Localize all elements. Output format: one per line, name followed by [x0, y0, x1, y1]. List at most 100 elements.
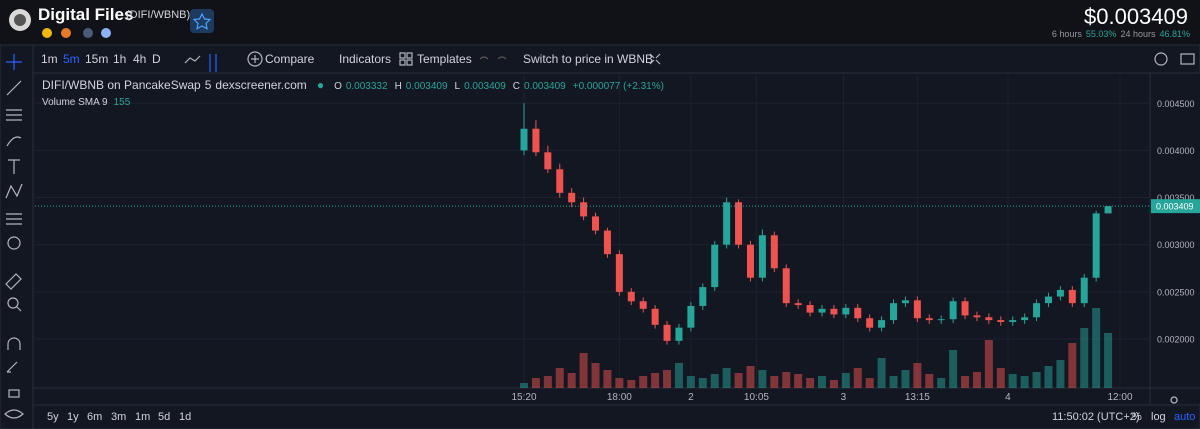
log-toggle[interactable]: log [1151, 411, 1166, 423]
candle-body [1092, 213, 1100, 278]
candle-body [580, 202, 588, 217]
templates-button[interactable]: Templates [417, 52, 472, 66]
interval[interactable]: 4h [133, 52, 147, 66]
volume-bar [877, 358, 886, 388]
volume-bar [579, 353, 588, 388]
candle-body [854, 307, 862, 319]
ohlc-key: H [394, 81, 402, 92]
interval[interactable]: 1h [113, 52, 127, 66]
volume-bar [758, 370, 767, 388]
token-name: Digital Files [38, 5, 134, 24]
volume-bar [710, 374, 719, 388]
volume-bar [639, 376, 648, 388]
candle-body [782, 268, 790, 304]
current-price-tag [1151, 199, 1200, 214]
volume-value: 155 [113, 97, 131, 108]
volume-bar [937, 378, 946, 388]
range[interactable]: 6m [87, 411, 103, 423]
y-tick-label: 0.003000 [1157, 240, 1195, 250]
candle-body [830, 308, 838, 315]
compare-button[interactable]: Compare [265, 52, 315, 66]
candle-body [1068, 289, 1076, 304]
volume-bar [663, 370, 672, 388]
left-icons [4, 54, 24, 419]
range[interactable]: 5d [158, 411, 171, 423]
interval[interactable]: 1m [41, 52, 58, 66]
range[interactable]: 5y [47, 411, 59, 423]
clock: 11:50:02 (UTC+2) [1052, 411, 1140, 423]
volume-bar [972, 372, 981, 388]
ohlc-key: C [512, 81, 521, 92]
watch-button[interactable] [190, 9, 214, 33]
change-period: 6 hours [1051, 29, 1082, 39]
ohlc-value: 0.003332 [345, 81, 388, 92]
toolbar-bg [0, 44, 1200, 74]
volume-bar [734, 373, 743, 388]
candle-body [532, 128, 540, 153]
switch-button[interactable]: Switch to price in WBNB [523, 52, 654, 66]
bottom-bar-bg [32, 404, 1200, 429]
y-tick-label: 0.003500 [1157, 193, 1195, 203]
percent-toggle[interactable]: % [1132, 411, 1142, 423]
candle-body [758, 235, 766, 278]
y-tick-label: 0.004000 [1157, 146, 1195, 156]
candle-body [997, 320, 1005, 323]
volume-bar [806, 378, 815, 388]
volume-bar [818, 376, 826, 388]
volume-bar [555, 368, 564, 388]
candle-body [699, 287, 707, 306]
candle-body [603, 230, 611, 255]
range[interactable]: 1y [67, 411, 79, 423]
candle-body [687, 305, 695, 328]
range[interactable]: 3m [111, 411, 127, 423]
badge[interactable] [101, 28, 111, 38]
volume-bar [1080, 328, 1089, 388]
candle-body [1021, 317, 1029, 321]
range[interactable]: 1m [135, 411, 151, 423]
star-icon [192, 12, 212, 30]
range[interactable]: 1d [179, 411, 192, 423]
candle-body [949, 301, 957, 320]
volume-bar [925, 374, 934, 388]
candle-body [973, 315, 981, 318]
candle-body [663, 324, 671, 341]
auto-toggle[interactable]: auto [1174, 411, 1196, 423]
volume-bar [1068, 343, 1077, 388]
candle-body [770, 235, 778, 269]
chart-legend: DIFI/WBNB on PancakeSwap 5 dexscreener.c… [42, 78, 667, 92]
volume-bar [913, 363, 922, 388]
header-bg [0, 0, 1200, 45]
volume-bar [1092, 308, 1101, 388]
candle-body [711, 244, 719, 288]
indicators-button[interactable]: Indicators [339, 52, 392, 66]
ohlc-value: 0.003409 [464, 81, 506, 92]
volume-bar [567, 373, 576, 388]
interval[interactable]: D [152, 52, 161, 66]
link-badge[interactable] [83, 28, 93, 38]
candle-body [1009, 320, 1017, 323]
token-logo-inner [14, 14, 26, 26]
volume-bar [1020, 376, 1029, 388]
candle-body [842, 307, 850, 315]
x-tick-label: 12:00 [1107, 392, 1132, 403]
ohlc-value: 0.003409 [405, 81, 448, 92]
interval[interactable]: 5m [63, 52, 80, 66]
ohlc-value: 0.003409 [524, 81, 566, 92]
legend-interval: 5 [204, 78, 212, 92]
token-pair: (DIFI/WBNB) [126, 9, 191, 21]
volume-bar [520, 383, 528, 388]
volume-bar [770, 376, 779, 388]
x-tick-label: 4 [1005, 392, 1011, 403]
candle-body [723, 202, 731, 245]
x-tick-label: 18:00 [607, 392, 632, 403]
status-dot: ● [316, 78, 325, 92]
x-tick-label: 3 [841, 392, 847, 403]
y-tick-label: 0.002500 [1157, 287, 1195, 297]
legend-change: +0.000077 (+2.31%) [572, 81, 664, 92]
candle-body [913, 300, 921, 319]
candle-body [1080, 277, 1088, 304]
candle-body [961, 301, 969, 316]
candle-body [556, 169, 564, 193]
interval[interactable]: 15m [85, 52, 109, 66]
